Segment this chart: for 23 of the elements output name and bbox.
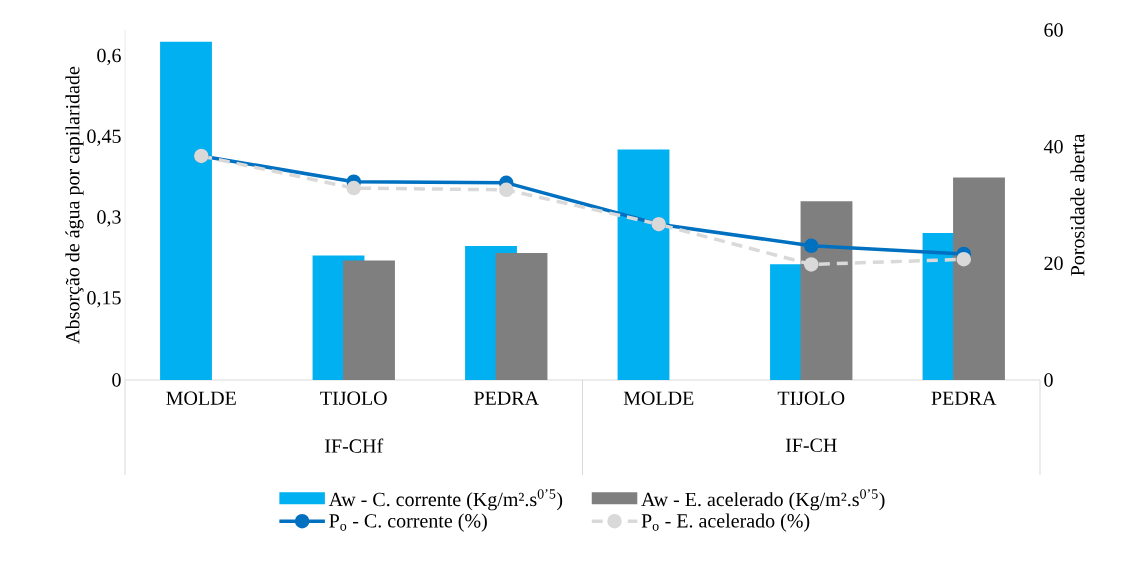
x-tick-label: TIJOLO xyxy=(777,391,845,405)
x-tick-label: PEDRA xyxy=(931,391,997,405)
y2-tick-label: 0 xyxy=(1044,373,1053,387)
x-tick-label: PEDRA xyxy=(474,391,539,405)
x-tick-label: MOLDE xyxy=(623,391,694,405)
x-tick-label: TIJOLO xyxy=(320,391,387,405)
text: IF-CHf xyxy=(325,438,384,453)
y-tick-label: 0,3 xyxy=(97,210,121,227)
legend-label: P$_{o}$ - E. acelerado (%) xyxy=(641,513,810,532)
y-axis-title: Absorção de água por capilaridade xyxy=(65,66,84,344)
y-tick-label: 0,15 xyxy=(87,291,121,308)
x-tick-label: MOLDE xyxy=(166,391,236,405)
y2-axis-title: Porosidade aberta xyxy=(1070,133,1085,276)
text: IF-CH xyxy=(785,438,837,452)
y-tick-label: 0,45 xyxy=(87,129,121,146)
legend-label: P$_{o}$ - C. corrente (%) xyxy=(329,513,487,532)
y2-tick-label: 40 xyxy=(1043,139,1063,154)
y2-tick-label: 20 xyxy=(1044,256,1063,271)
y-tick-label: 0,6 xyxy=(97,48,121,66)
legend-label: Aw - E. acelerado (Kg/m².s$^{0’5}$) xyxy=(641,489,885,511)
legend-label: Aw - C. corrente (Kg/m².s$^{0’5}$) xyxy=(328,489,563,511)
y2-tick-label: 60 xyxy=(1044,23,1063,37)
y-tick-label: 0 xyxy=(112,373,121,387)
